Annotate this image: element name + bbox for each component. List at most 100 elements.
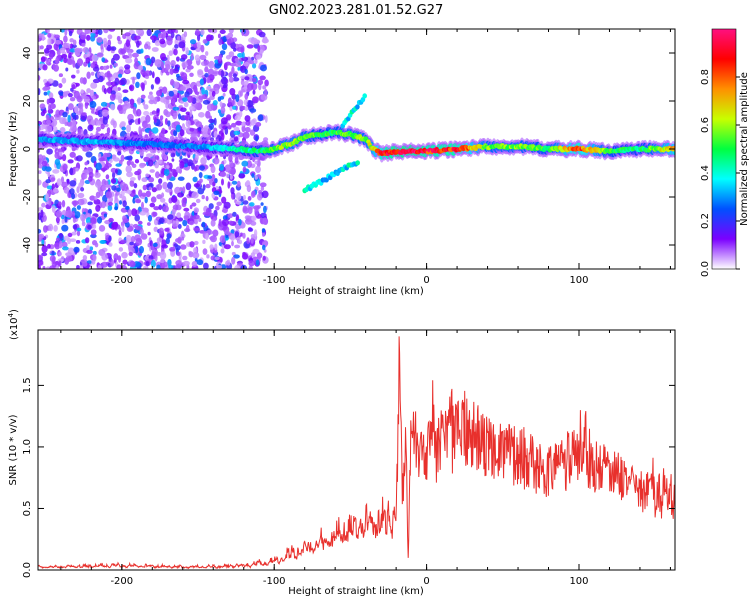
noise-cell xyxy=(193,207,199,213)
noise-cell xyxy=(92,254,97,262)
noise-cell xyxy=(38,254,44,261)
noise-cell xyxy=(229,62,237,67)
noise-cell xyxy=(72,217,76,224)
noise-cell xyxy=(180,244,187,250)
noise-cell xyxy=(127,243,131,251)
y-tick-label: 0.0 xyxy=(22,562,33,578)
noise-cell xyxy=(185,182,192,191)
noise-cell xyxy=(156,90,163,97)
noise-cell xyxy=(246,237,250,245)
noise-cell xyxy=(259,75,266,81)
noise-cell xyxy=(88,176,93,182)
noise-cell xyxy=(175,260,182,266)
noise-cell xyxy=(237,239,243,245)
noise-cell xyxy=(107,204,113,211)
noise-cell xyxy=(114,195,118,202)
noise-cell xyxy=(140,69,146,76)
noise-cell xyxy=(231,251,236,256)
noise-cell xyxy=(202,184,206,191)
noise-cell xyxy=(75,240,81,244)
noise-cell xyxy=(103,88,107,95)
noise-cell xyxy=(61,241,68,248)
noise-cell xyxy=(49,53,54,60)
noise-cell xyxy=(102,117,108,125)
noise-cell xyxy=(228,29,234,34)
noise-cell xyxy=(219,29,226,34)
noise-cell xyxy=(120,221,125,227)
noise-cell xyxy=(199,165,205,171)
noise-cell xyxy=(61,218,65,224)
noise-cell xyxy=(136,29,143,35)
noise-cell xyxy=(66,179,70,185)
noise-cell xyxy=(92,66,100,72)
noise-cell xyxy=(193,214,200,220)
noise-cell xyxy=(61,181,68,188)
noise-cell xyxy=(75,167,79,172)
noise-cell xyxy=(163,168,170,176)
noise-cell xyxy=(252,63,257,69)
noise-cell xyxy=(105,174,110,180)
noise-cell xyxy=(221,43,228,51)
noise-cell xyxy=(112,120,117,129)
noise-cell xyxy=(202,239,206,244)
noise-cell xyxy=(160,53,166,61)
noise-cell xyxy=(58,260,62,267)
x-tick-label: -100 xyxy=(263,275,286,286)
noise-cell xyxy=(118,48,125,55)
noise-cell xyxy=(219,235,226,244)
noise-cell xyxy=(67,159,74,164)
noise-cell xyxy=(178,113,181,120)
noise-cell xyxy=(214,178,218,184)
noise-cell xyxy=(129,260,136,268)
noise-cell xyxy=(62,111,68,118)
noise-cell xyxy=(69,238,77,242)
noise-cell xyxy=(89,124,93,130)
noise-cell xyxy=(198,112,205,118)
noise-cell xyxy=(122,89,129,93)
noise-cell xyxy=(257,193,263,201)
noise-cell xyxy=(104,72,111,78)
noise-cell xyxy=(105,191,113,199)
noise-cell xyxy=(158,204,163,211)
noise-cell xyxy=(89,246,94,251)
noise-cell xyxy=(189,241,195,248)
noise-cell xyxy=(162,181,168,190)
noise-cell xyxy=(227,213,233,219)
noise-cell xyxy=(260,186,265,192)
noise-cell xyxy=(54,242,61,250)
noise-cell xyxy=(198,95,204,100)
noise-cell xyxy=(97,264,102,269)
noise-cell xyxy=(230,233,236,241)
x-tick-label: -200 xyxy=(110,576,133,587)
noise-cell xyxy=(258,190,263,195)
noise-cell xyxy=(159,115,164,121)
noise-cell xyxy=(186,65,194,70)
noise-cell xyxy=(239,105,245,111)
noise-cell xyxy=(254,209,259,217)
noise-cell xyxy=(85,151,93,158)
noise-cell xyxy=(141,192,147,197)
noise-cell xyxy=(182,219,188,227)
noise-cell xyxy=(235,200,242,205)
noise-cell xyxy=(253,229,258,237)
noise-cell xyxy=(47,171,51,178)
noise-cell xyxy=(233,130,241,136)
noise-cell xyxy=(38,149,41,153)
y-tick-label: 20 xyxy=(22,95,33,108)
noise-cell xyxy=(198,217,202,222)
noise-cell xyxy=(212,157,220,165)
noise-cell xyxy=(38,259,44,266)
noise-cell xyxy=(172,220,177,228)
noise-cell xyxy=(62,246,69,251)
noise-cell xyxy=(145,190,152,198)
noise-cell xyxy=(38,158,41,165)
noise-cell xyxy=(55,216,60,224)
noise-cell xyxy=(162,31,167,38)
noise-cell xyxy=(255,135,259,142)
noise-cell xyxy=(202,99,210,105)
noise-cell xyxy=(77,102,84,110)
noise-cell xyxy=(38,164,43,169)
noise-cell xyxy=(240,79,245,86)
noise-cell xyxy=(94,196,98,201)
